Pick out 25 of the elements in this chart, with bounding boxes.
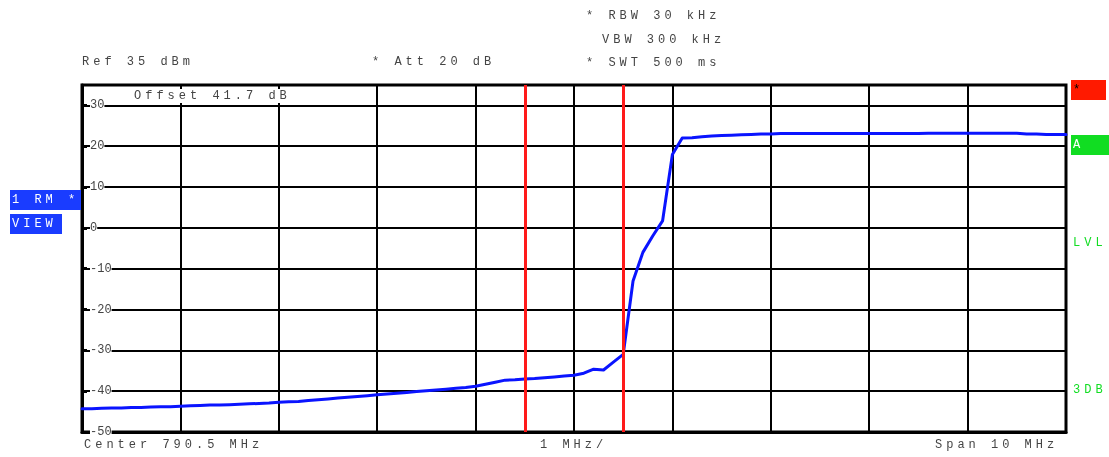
y-tick-label: -10	[90, 261, 112, 276]
text: Ref 35 dBm	[82, 55, 195, 69]
y-tick-label: 20	[90, 139, 105, 154]
y-tick-label: -30	[90, 343, 112, 358]
text: * Att 20 dB	[372, 55, 496, 69]
text: *	[1071, 80, 1106, 100]
text: * RBW 30 kHz	[586, 9, 721, 23]
y-tick-label: -50	[90, 425, 112, 439]
y-tick-label: 10	[90, 180, 105, 195]
y-tick-label: -40	[90, 384, 112, 399]
annotation: Offset 41.7 dB	[134, 89, 291, 103]
y-tick-label: 30	[90, 98, 105, 113]
text: LVL	[1073, 236, 1107, 250]
text: VBW 300 kHz	[602, 33, 726, 47]
text: 1 RM *	[10, 190, 82, 210]
y-tick-label: -20	[90, 302, 112, 317]
text: 3DB	[1073, 383, 1107, 397]
text: * SWT 500 ms	[586, 56, 721, 70]
text: VIEW	[10, 214, 62, 234]
text: Center 790.5 MHz	[84, 438, 264, 452]
line-series	[80, 131, 1068, 411]
y-tick-label: 0	[90, 220, 98, 235]
text: Span 10 MHz	[935, 438, 1059, 452]
text: 1 MHz/	[540, 438, 608, 452]
text: A	[1071, 135, 1109, 155]
